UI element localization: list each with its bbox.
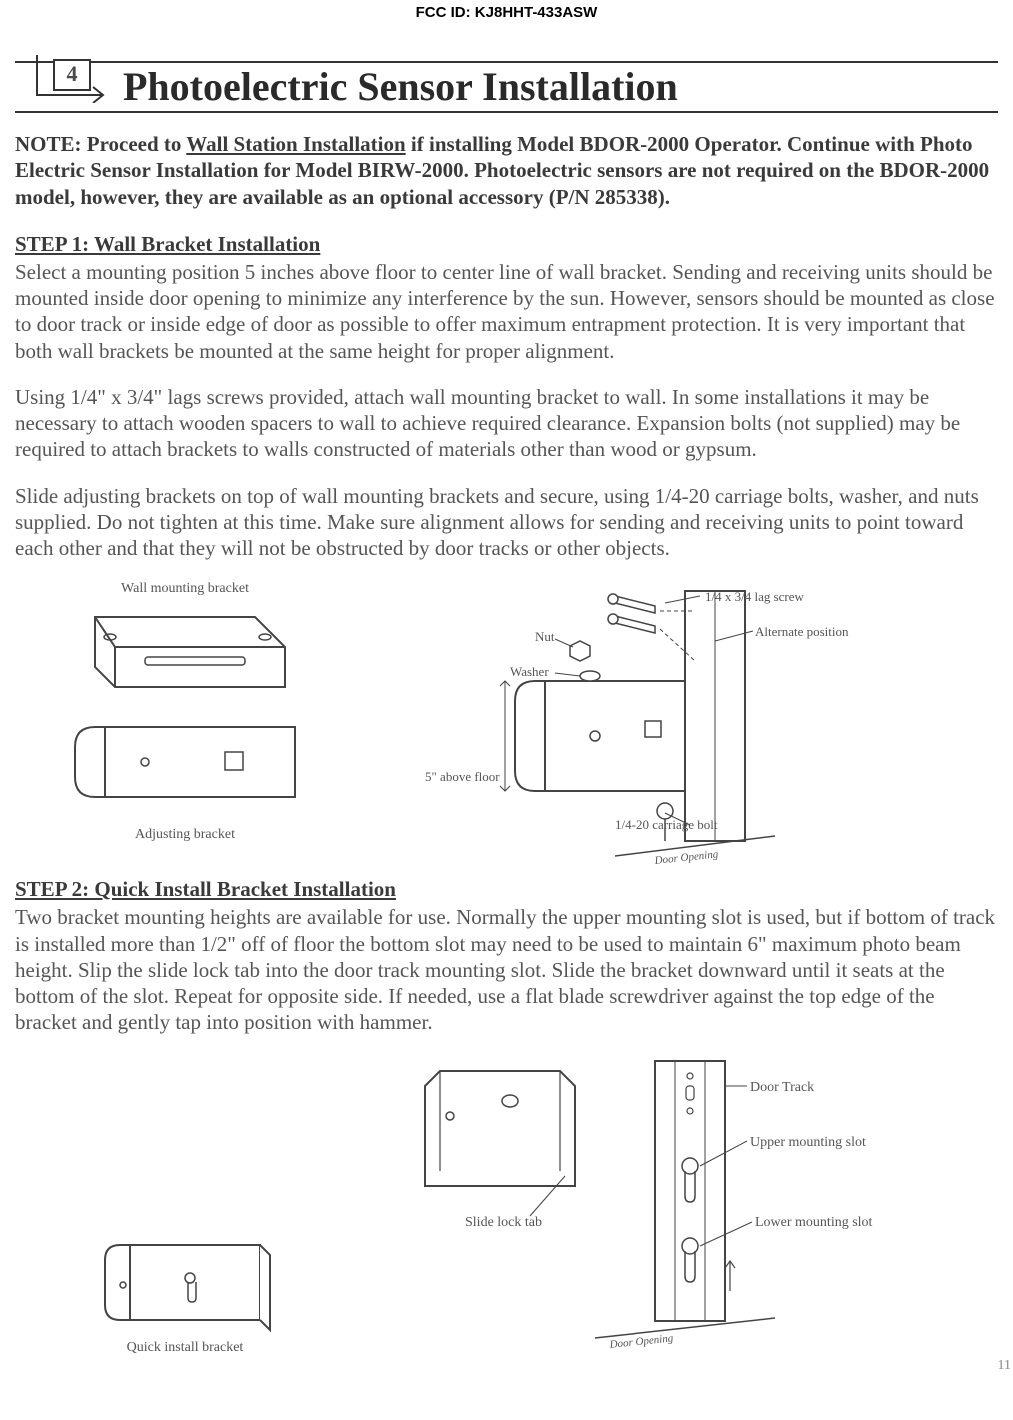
section-number: 4 (53, 59, 91, 91)
d2-slide-tab-label: Slide lock tab (465, 1215, 542, 1230)
step1-p1: Select a mounting position 5 inches abov… (15, 259, 998, 364)
quick-install-bracket-icon (85, 1230, 285, 1340)
note-link: Wall Station Installation (186, 132, 405, 156)
bracket-assembly-icon: 1/4 x 3/4 lag screw Alternate position N… (355, 581, 915, 871)
note-prefix: NOTE: Proceed to (15, 132, 186, 156)
d1-alt-label: Alternate position (755, 624, 849, 639)
d1-carriage-label: 1/4-20 carriage bolt (615, 817, 718, 832)
diagram1: Wall mounting bracket Adjusting bracket (15, 581, 998, 871)
diagram1-adjusting-bracket-label: Adjusting bracket (15, 827, 355, 843)
d1-washer-label: Washer (510, 664, 549, 679)
step2-heading: STEP 2: Quick Install Bracket Installati… (15, 877, 998, 902)
fcc-id: FCC ID: KJ8HHT-433ASW (15, 0, 998, 61)
d2-upper-slot-label: Upper mounting slot (750, 1135, 866, 1150)
step2-p1: Two bracket mounting heights are availab… (15, 904, 998, 1035)
track-assembly-icon: Slide lock tab Door Track Upper mounting… (355, 1056, 915, 1356)
d1-lag-label: 1/4 x 3/4 lag screw (705, 589, 805, 604)
note-block: NOTE: Proceed to Wall Station Installati… (15, 131, 998, 210)
step1-p2: Using 1/4" x 3/4" lags screws provided, … (15, 384, 998, 463)
diagram1-wall-bracket-label: Wall mounting bracket (15, 581, 355, 597)
adjusting-bracket-icon (45, 707, 325, 827)
diagram2-quick-bracket-label: Quick install bracket (15, 1340, 355, 1356)
step1-heading: STEP 1: Wall Bracket Installation (15, 232, 998, 257)
section-header: 4 Photoelectric Sensor Installation (15, 61, 998, 113)
d2-lower-slot-label: Lower mounting slot (755, 1215, 873, 1230)
d1-above-floor-label: 5" above floor (425, 769, 500, 784)
wall-bracket-icon (55, 597, 315, 707)
d1-door-opening-label: Door Opening (653, 849, 719, 868)
step1-p3: Slide adjusting brackets on top of wall … (15, 483, 998, 562)
section-title: Photoelectric Sensor Installation (15, 63, 998, 111)
diagram2: Quick install bracket Slide lock tab (15, 1056, 998, 1356)
d1-nut-label: Nut (535, 629, 555, 644)
d2-door-track-label: Door Track (750, 1080, 814, 1095)
page-number: 11 (998, 1358, 1011, 1374)
